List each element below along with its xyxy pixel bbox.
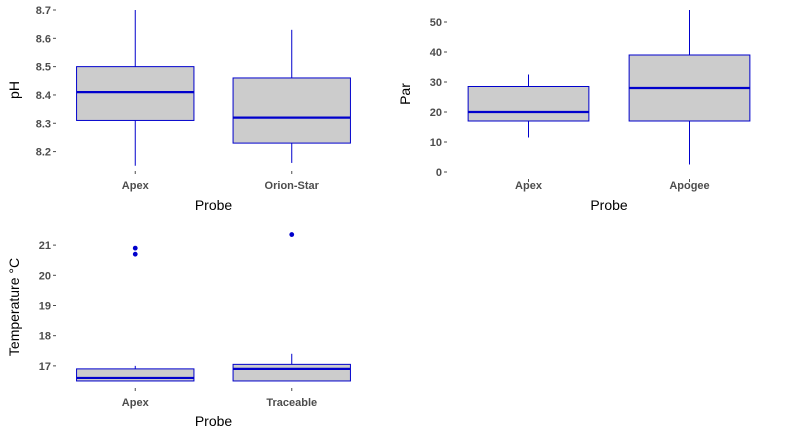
y-axis-title: Par bbox=[397, 83, 413, 105]
y-tick-label: 20 bbox=[430, 107, 442, 119]
x-tick-label: Apex bbox=[122, 180, 150, 192]
box-iqr bbox=[232, 77, 351, 144]
x-tick-label: Apogee bbox=[669, 180, 709, 192]
y-tick-label: 8.5 bbox=[36, 62, 51, 74]
y-tick-label: 8.6 bbox=[36, 33, 51, 45]
outlier-point bbox=[132, 245, 138, 251]
panel-ph: 8.2 8.3 8.4 8.5 8.6 8.7 Apex Orion-Star Probe pH bbox=[6, 5, 351, 213]
x-axis-title: Probe bbox=[590, 197, 628, 213]
y-tick-label: 30 bbox=[430, 77, 442, 89]
x-tick-label: Traceable bbox=[266, 397, 317, 409]
y-tick-label: 20 bbox=[39, 270, 51, 282]
box-iqr bbox=[76, 368, 195, 382]
y-axis-title: pH bbox=[6, 81, 22, 99]
panel-par: 0 10 20 30 40 50 Apex Apogee Probe Par bbox=[397, 10, 751, 213]
y-tick-label: 8.4 bbox=[36, 90, 52, 102]
y-tick-label: 18 bbox=[39, 331, 51, 343]
y-tick-label: 8.2 bbox=[36, 147, 51, 159]
y-tick-label: 0 bbox=[436, 167, 442, 179]
y-tick-label: 40 bbox=[430, 47, 442, 59]
y-tick-label: 19 bbox=[39, 300, 51, 312]
x-tick-label: Apex bbox=[122, 397, 150, 409]
y-tick-label: 10 bbox=[430, 137, 442, 149]
outlier-point bbox=[289, 232, 295, 237]
x-axis-title: Probe bbox=[195, 413, 233, 429]
y-tick-label: 8.3 bbox=[36, 118, 51, 130]
box-iqr bbox=[232, 363, 351, 382]
x-tick-label: Orion-Star bbox=[265, 180, 320, 192]
y-tick-label: 17 bbox=[39, 361, 51, 373]
x-tick-label: Apex bbox=[515, 180, 543, 192]
y-tick-label: 21 bbox=[39, 240, 51, 252]
outlier-point bbox=[132, 251, 138, 257]
box-iqr bbox=[467, 86, 590, 122]
y-tick-label: 50 bbox=[430, 17, 442, 29]
panel-temperature: 17 18 19 20 21 Apex Traceable Probe Temperature … bbox=[6, 232, 351, 429]
y-tick-label: 8.7 bbox=[36, 5, 51, 17]
box-iqr bbox=[76, 66, 195, 121]
y-axis-title: Temperature °C bbox=[6, 258, 22, 356]
x-axis-title: Probe bbox=[195, 197, 233, 213]
